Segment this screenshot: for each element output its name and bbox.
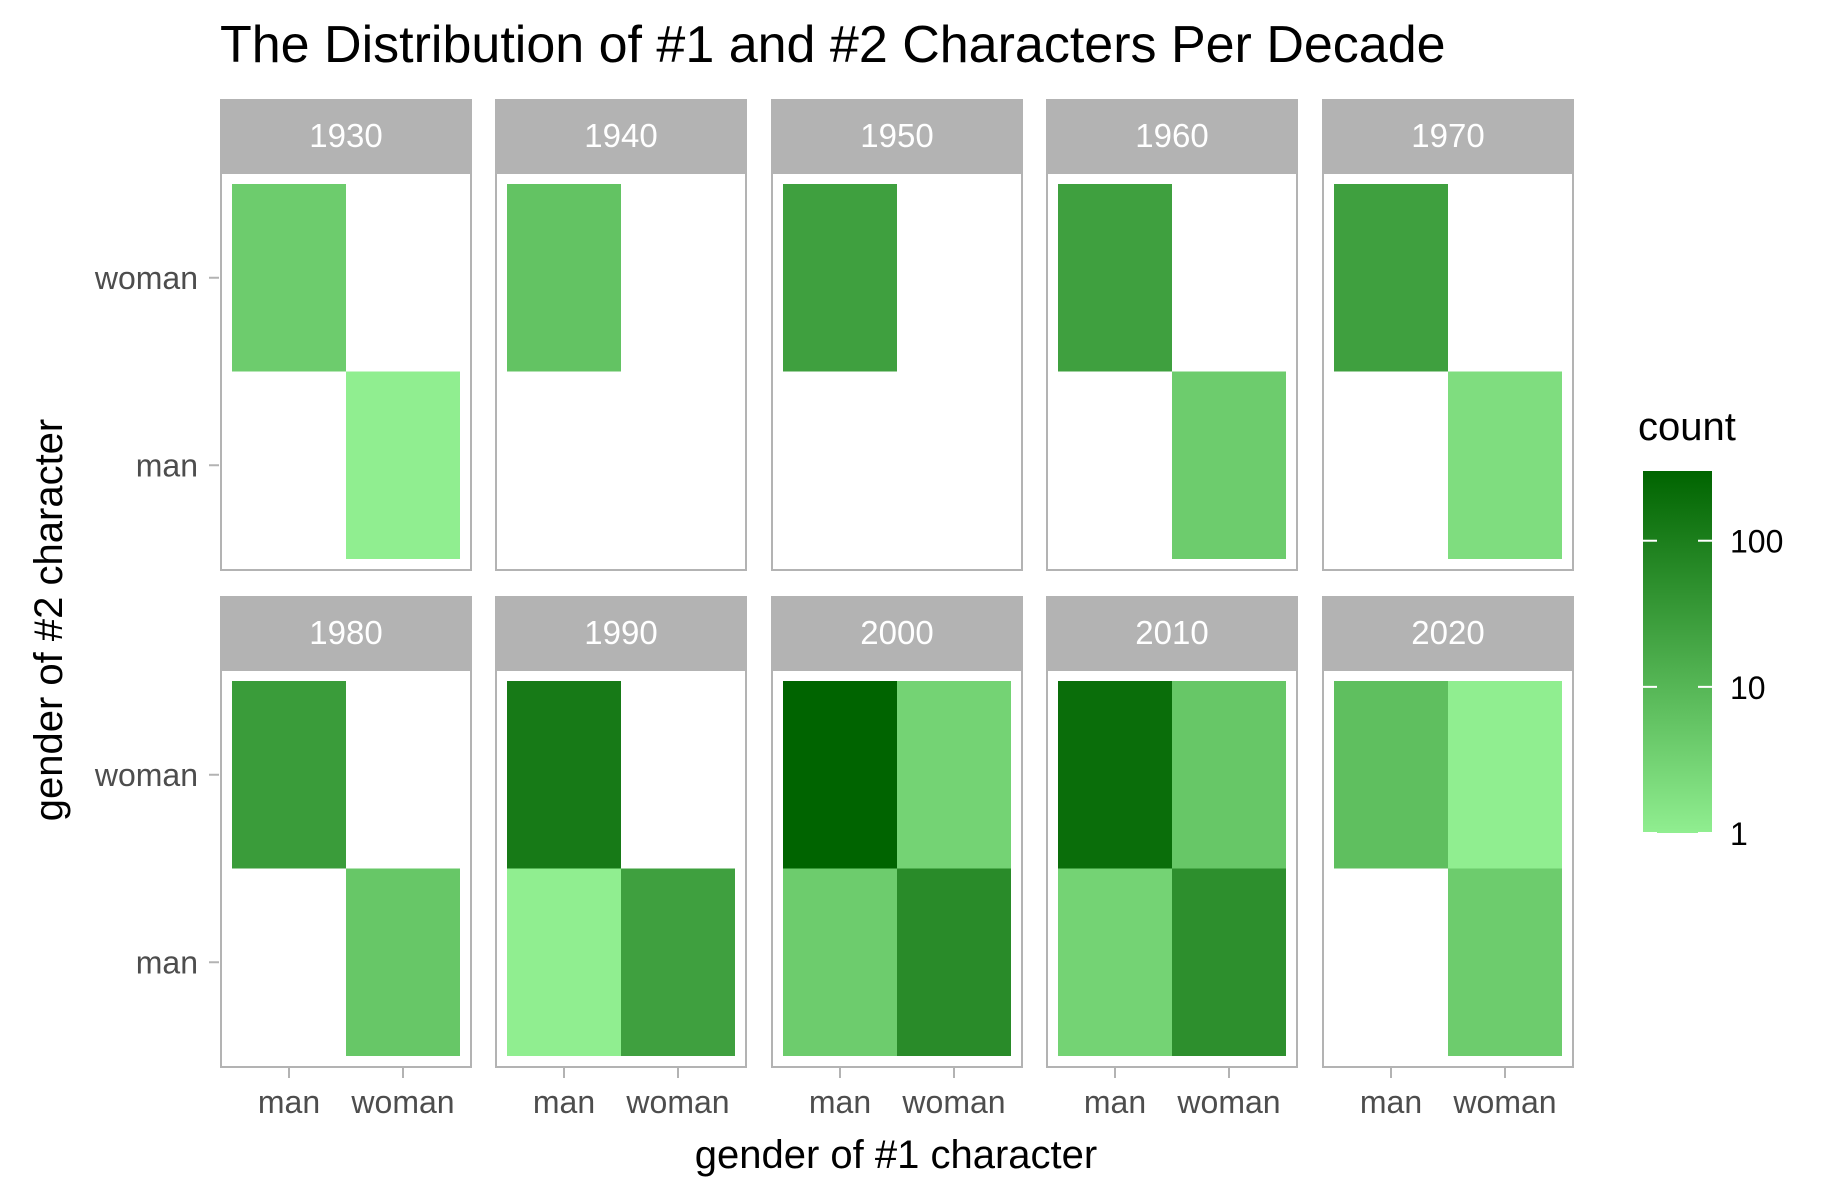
strip-1930 [220, 99, 472, 172]
cell-1960-man-woman [1058, 184, 1172, 372]
panel-border-1940 [495, 172, 747, 571]
strip-label-1980: 1980 [309, 614, 382, 651]
color-legend: count 1 10 100 [1638, 405, 1783, 852]
strip-label-2010: 2010 [1135, 614, 1208, 651]
cell-2020-man-woman [1334, 681, 1448, 869]
cell-1980-woman-man [346, 868, 460, 1056]
x-tick-label-man-col4: man [1084, 1084, 1146, 1120]
y-tick-label-woman-row1: woman [94, 260, 198, 296]
strip-label-1970: 1970 [1411, 117, 1484, 154]
strip-label-1930: 1930 [309, 117, 382, 154]
panel-border-1930 [220, 172, 472, 571]
panel-border-1990 [495, 669, 747, 1068]
cell-1970-woman-man [1448, 371, 1562, 559]
panel-border-2020 [1322, 669, 1574, 1068]
y-tick-label-woman-row2: woman [94, 757, 198, 793]
strip-2010 [1046, 596, 1298, 669]
cell-2000-man-woman [783, 681, 897, 869]
x-tick-label-woman-col4: woman [1176, 1084, 1280, 1120]
strip-1970 [1322, 99, 1574, 172]
cell-2000-woman-woman [897, 681, 1011, 869]
x-tick-label-man-col1: man [258, 1084, 320, 1120]
strip-2020 [1322, 596, 1574, 669]
panel-2020: 2020 [1322, 596, 1574, 1068]
cell-2000-man-man [783, 868, 897, 1056]
strip-label-1990: 1990 [584, 614, 657, 651]
x-tick-label-man-col5: man [1360, 1084, 1422, 1120]
strip-1960 [1046, 99, 1298, 172]
strip-label-2000: 2000 [860, 614, 933, 651]
panel-border-1970 [1322, 172, 1574, 571]
cell-2010-man-man [1058, 868, 1172, 1056]
x-axis-title: gender of #1 character [695, 1133, 1097, 1177]
panel-border-1980 [220, 669, 472, 1068]
panel-1960: 1960 [1046, 99, 1298, 571]
chart-title: The Distribution of #1 and #2 Characters… [220, 16, 1446, 74]
cell-2010-man-woman [1058, 681, 1172, 869]
panel-border-2000 [771, 669, 1023, 1068]
panel-1990: 1990 [495, 596, 747, 1068]
panel-2000: 2000 [771, 596, 1023, 1068]
strip-1990 [495, 596, 747, 669]
panel-border-1950 [771, 172, 1023, 571]
panel-border-1960 [1046, 172, 1298, 571]
panel-1980: 1980 [220, 596, 472, 1068]
x-tick-label-woman-col1: woman [350, 1084, 454, 1120]
y-axis-ticks: woman man woman man [94, 260, 219, 980]
legend-title: count [1638, 405, 1736, 449]
x-tick-label-man-col2: man [533, 1084, 595, 1120]
strip-1980 [220, 596, 472, 669]
cell-2010-woman-woman [1172, 681, 1286, 869]
y-tick-label-man-row2: man [136, 944, 198, 980]
legend-tick-label-1: 1 [1730, 816, 1748, 852]
cell-1990-man-woman [507, 681, 621, 869]
cell-1990-man-man [507, 868, 621, 1056]
panel-1940: 1940 [495, 99, 747, 571]
cell-1970-man-woman [1334, 184, 1448, 372]
x-tick-label-woman-col5: woman [1452, 1084, 1556, 1120]
strip-2000 [771, 596, 1023, 669]
x-tick-label-woman-col2: woman [625, 1084, 729, 1120]
y-tick-label-man-row1: man [136, 447, 198, 483]
y-axis-title: gender of #2 character [27, 419, 71, 821]
panel-1950: 1950 [771, 99, 1023, 571]
cell-1940-man-woman [507, 184, 621, 372]
cell-1930-woman-man [346, 371, 460, 559]
cell-2010-woman-man [1172, 868, 1286, 1056]
strip-label-1960: 1960 [1135, 117, 1208, 154]
cell-1980-man-woman [232, 681, 346, 869]
x-tick-label-man-col3: man [809, 1084, 871, 1120]
strip-label-1950: 1950 [860, 117, 933, 154]
x-axis-ticks: man woman man woman man woman man woman man woman [258, 1068, 1557, 1120]
facet-panels: 1930 1940 1950 1960 1970 1980 1990 2000 2010 2020 [220, 99, 1574, 1068]
x-tick-label-woman-col3: woman [901, 1084, 1005, 1120]
cell-1930-man-woman [232, 184, 346, 372]
strip-label-1940: 1940 [584, 117, 657, 154]
cell-1950-man-woman [783, 184, 897, 372]
cell-2000-woman-man [897, 868, 1011, 1056]
cell-2020-woman-woman [1448, 681, 1562, 869]
panel-border-2010 [1046, 669, 1298, 1068]
strip-label-2020: 2020 [1411, 614, 1484, 651]
strip-1940 [495, 99, 747, 172]
panel-1930: 1930 [220, 99, 472, 571]
strip-1950 [771, 99, 1023, 172]
legend-tick-label-10: 10 [1730, 670, 1766, 706]
legend-tick-label-100: 100 [1730, 524, 1783, 560]
cell-1960-woman-man [1172, 371, 1286, 559]
cell-2020-woman-man [1448, 868, 1562, 1056]
legend-colorbar [1643, 471, 1712, 833]
panel-1970: 1970 [1322, 99, 1574, 571]
panel-2010: 2010 [1046, 596, 1298, 1068]
cell-1990-woman-man [621, 868, 735, 1056]
